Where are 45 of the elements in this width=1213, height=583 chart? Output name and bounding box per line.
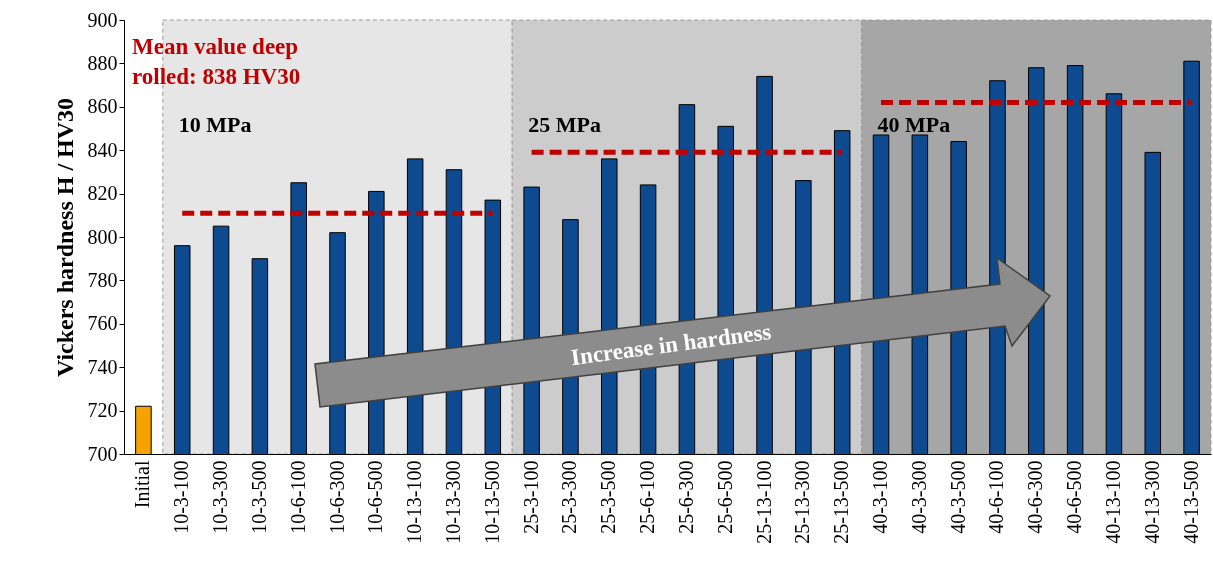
x-tick-label: 40-6-500 — [1063, 460, 1086, 534]
x-tick-label: 25-13-300 — [791, 460, 814, 544]
y-tick-label: 840 — [87, 138, 118, 161]
x-tick-label: 10-6-300 — [325, 460, 348, 534]
annotation: Mean value deep rolled: 838 HV30 — [132, 34, 301, 89]
x-tick-label: 40-6-300 — [1024, 460, 1047, 534]
y-axis-title: Vickers hardness H / HV30 — [51, 97, 78, 378]
x-tick-label: Initial — [131, 460, 154, 509]
x-tick-label: 10-6-100 — [286, 460, 309, 534]
x-tick-label: 40-3-300 — [907, 460, 930, 534]
y-tick-label: 880 — [87, 51, 118, 74]
x-tick-label: 25-6-100 — [636, 460, 659, 534]
y-tick-label: 720 — [87, 399, 118, 422]
band-label: 25 MPa — [528, 112, 601, 137]
x-tick-label: 40-6-100 — [985, 460, 1008, 534]
x-tick-label: 10-13-500 — [480, 460, 503, 544]
y-tick-label: 700 — [87, 442, 118, 465]
y-tick-label: 860 — [87, 95, 118, 118]
y-tick-label: 780 — [87, 268, 118, 291]
x-tick-label: 25-13-100 — [752, 460, 775, 544]
x-tick-label: 25-3-300 — [558, 460, 581, 534]
x-tick-label: 25-6-300 — [674, 460, 697, 534]
y-tick-label: 760 — [87, 312, 118, 335]
annotation: Increase in hardness — [569, 319, 773, 371]
y-tick-label: 800 — [87, 225, 118, 248]
x-tick-label: 10-3-500 — [247, 460, 270, 534]
x-tick-label: 10-3-300 — [209, 460, 232, 534]
x-tick-label: 40-13-100 — [1101, 460, 1124, 544]
x-tick-label: 10-6-500 — [364, 460, 387, 534]
x-tick-label: 10-13-300 — [441, 460, 464, 544]
x-tick-label: 25-3-500 — [597, 460, 620, 534]
band-label: 40 MPa — [877, 112, 951, 137]
x-tick-label: 40-3-500 — [946, 460, 969, 534]
x-tick-label: 25-13-500 — [830, 460, 853, 544]
x-tick-label: 40-13-300 — [1140, 460, 1163, 544]
x-tick-label: 10-3-100 — [170, 460, 193, 534]
y-tick-label: 900 — [87, 8, 118, 31]
x-tick-label: 25-3-100 — [519, 460, 542, 534]
y-tick-label: 740 — [87, 355, 118, 378]
x-tick-label: 40-13-500 — [1179, 460, 1202, 544]
y-tick-label: 820 — [87, 182, 118, 205]
band-label: 10 MPa — [178, 112, 252, 137]
x-tick-label: 10-13-100 — [403, 460, 426, 544]
x-tick-label: 40-3-100 — [869, 460, 892, 534]
x-tick-label: 25-6-500 — [713, 460, 736, 534]
